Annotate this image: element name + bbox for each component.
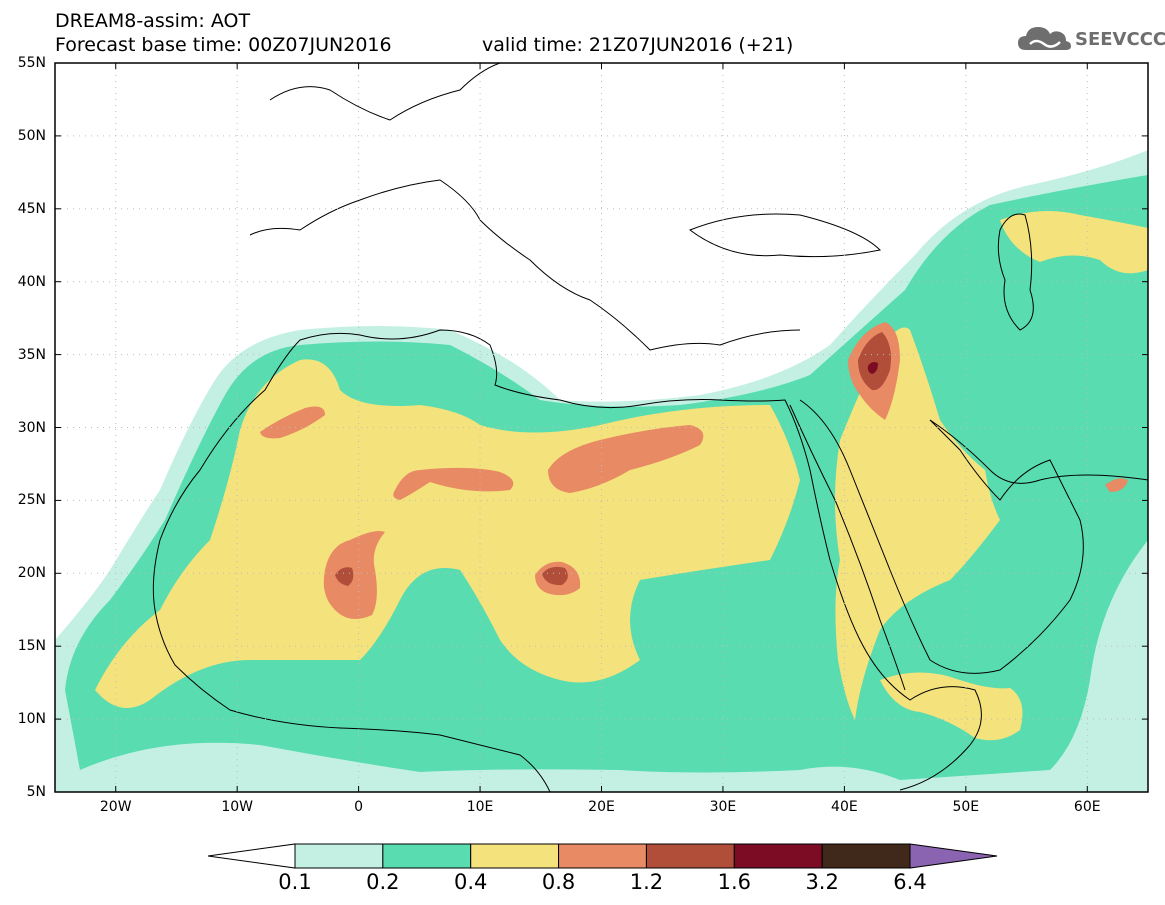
logo-text: SEEVCCC	[1075, 28, 1165, 50]
colorbar-label: 0.4	[454, 870, 488, 894]
colorbar-label: 6.4	[893, 870, 927, 894]
aot-band-1.2-mali	[335, 567, 354, 586]
forecast-base-time: Forecast base time: 00Z07JUN2016	[55, 34, 392, 56]
colorbar-max-arrow	[909, 843, 998, 869]
aot-band-0.8-morocco	[260, 406, 325, 439]
lon-label: 60E	[1073, 799, 1101, 815]
colorbar	[207, 843, 998, 869]
colorbar-label: 1.2	[629, 870, 664, 894]
colorbar-swatch	[382, 843, 472, 869]
persian-gulf	[929, 419, 1041, 484]
coastlines	[152, 63, 1148, 792]
red-sea	[789, 404, 906, 691]
lat-label: 20N	[17, 565, 46, 582]
lat-label: 15N	[17, 638, 46, 655]
colorbar-swatch	[558, 843, 647, 869]
lon-label: 20E	[588, 799, 615, 815]
lat-label: 40N	[17, 273, 46, 290]
lon-label: 50E	[952, 799, 980, 815]
lat-label: 45N	[17, 200, 46, 217]
map-title: DREAM8-assim: AOT	[55, 10, 251, 32]
colorbar-label: 0.8	[541, 870, 576, 894]
black-sea	[688, 213, 882, 258]
lat-label: 10N	[17, 711, 46, 728]
colorbar-swatch	[294, 843, 384, 869]
lon-label: 30E	[709, 799, 737, 815]
graticule	[55, 63, 1148, 792]
aot-band-0.4-yemen	[880, 672, 1023, 741]
aot-band-0.8-algeria	[393, 467, 514, 500]
colorbar-swatch	[733, 843, 823, 869]
lon-label: 0	[354, 799, 364, 815]
lon-label: 10W	[221, 799, 253, 815]
aot-band-0.4-east	[835, 327, 1000, 720]
seevccc-logo: SEEVCCC	[1016, 22, 1165, 56]
colorbar-label: 0.1	[278, 870, 312, 894]
colorbar-label: 0.2	[366, 870, 400, 894]
aot-band-0.4-caspian	[1000, 211, 1148, 274]
colorbar-swatch	[645, 843, 735, 869]
aot-band-1.2-chad	[542, 566, 568, 586]
europe-coast	[249, 179, 801, 351]
aot-band-0.8-sahara	[548, 425, 704, 493]
aot-band-1.6-iraq	[867, 362, 878, 374]
northern-europe	[269, 63, 501, 121]
lon-label: 20W	[99, 799, 132, 815]
aot-band-1.2-iraq	[858, 332, 891, 391]
aot-band-0.8-mali	[323, 531, 385, 619]
lat-label: 30N	[17, 419, 46, 436]
west-africa-coast	[152, 539, 551, 792]
arabia-coast	[799, 399, 1084, 674]
cloud-icon	[1018, 27, 1071, 50]
iran-coast	[1039, 474, 1148, 481]
lat-label: 5N	[26, 784, 46, 800]
caspian-sea	[997, 213, 1034, 331]
colorbar-swatch	[821, 843, 911, 869]
lat-label: 25N	[17, 492, 46, 509]
africa-coast	[159, 329, 982, 791]
colorbar-min-arrow	[207, 843, 296, 869]
aot-band-0.8-oman	[1105, 478, 1128, 492]
valid-time: valid time: 21Z07JUN2016 (+21)	[482, 34, 794, 56]
lat-label: 50N	[17, 127, 46, 144]
lat-label: 35N	[17, 346, 46, 363]
colorbar-swatch	[470, 843, 560, 869]
tick-marks	[55, 62, 1148, 793]
colorbar-label: 1.6	[717, 870, 751, 894]
lon-label: 40E	[831, 799, 858, 815]
colorbar-label: 3.2	[805, 870, 839, 894]
lon-label: 10E	[466, 799, 494, 815]
lat-label: 55N	[17, 55, 46, 71]
